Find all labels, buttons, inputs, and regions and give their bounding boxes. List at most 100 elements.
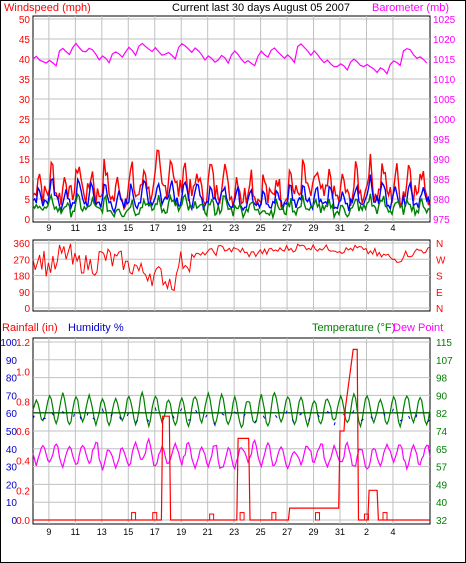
rainfall-daily-mark [271, 512, 277, 521]
x-tick-top-31: 31 [335, 223, 345, 233]
temp-y-tick-74: 74 [436, 427, 448, 438]
humidity-y-tick-30: 30 [6, 463, 18, 474]
wind-y-tick-0: 0 [24, 215, 30, 226]
compass-label-N: N [436, 239, 443, 250]
humidity-y-tick-80: 80 [6, 374, 18, 385]
direction-y-tick-0: 0 [24, 304, 30, 315]
series-layer [32, 42, 431, 521]
direction-y-tick-180: 180 [13, 272, 30, 283]
x-tick-bottom-19: 19 [176, 527, 186, 537]
x-tick-bottom-2: 2 [364, 527, 369, 537]
humidity-y-tick-10: 10 [6, 498, 18, 509]
windspeed-low-series [32, 192, 431, 221]
axis-labels-layer: 9911111313151517171919212123232525272729… [0, 15, 455, 537]
x-tick-top-9: 9 [46, 223, 51, 233]
wind-y-tick-35: 35 [19, 75, 31, 86]
temp-y-tick-107: 107 [436, 356, 453, 367]
compass-label-E: E [436, 288, 443, 299]
baro-y-tick-1015: 1015 [433, 55, 456, 66]
x-tick-top-2: 2 [364, 223, 369, 233]
temp-y-tick-98: 98 [436, 374, 448, 385]
rainfall-axis-label: Rainfall (in) [2, 322, 58, 334]
baro-y-tick-1005: 1005 [433, 95, 456, 106]
baro-y-tick-980: 980 [433, 195, 450, 206]
rainfall-daily-mark [152, 512, 158, 521]
compass-label-S: S [436, 272, 443, 283]
wind-y-tick-20: 20 [19, 135, 31, 146]
rainfall-daily-mark [209, 513, 215, 521]
wind-y-tick-50: 50 [19, 15, 31, 26]
wind-y-tick-10: 10 [19, 175, 31, 186]
x-tick-bottom-4: 4 [390, 527, 395, 537]
wind-y-tick-40: 40 [19, 55, 31, 66]
x-tick-top-19: 19 [176, 223, 186, 233]
humidity-axis-label: Humidity % [68, 322, 124, 334]
dewpoint-series [32, 436, 431, 472]
x-tick-top-11: 11 [71, 223, 80, 233]
temp-y-tick-40: 40 [436, 498, 448, 509]
baro-y-tick-995: 995 [433, 135, 450, 146]
x-tick-top-4: 4 [390, 223, 395, 233]
dewpoint-axis-label: Dew Point [393, 322, 443, 334]
barometer-axis-label: Barometer (mb) [372, 2, 449, 14]
rain-y-tick-0.0: 0.0 [16, 516, 30, 527]
baro-y-tick-1000: 1000 [433, 115, 456, 126]
x-tick-top-23: 23 [229, 223, 239, 233]
windspeed-gust-series [32, 149, 431, 211]
wind-y-tick-15: 15 [19, 155, 31, 166]
x-tick-bottom-11: 11 [71, 527, 80, 537]
baro-y-tick-975: 975 [433, 215, 450, 226]
temp-y-tick-65: 65 [436, 445, 448, 456]
temp-y-tick-57: 57 [436, 463, 448, 474]
direction-y-tick-360: 360 [13, 239, 30, 250]
humidity-y-tick-70: 70 [6, 391, 18, 402]
x-tick-top-17: 17 [150, 223, 160, 233]
humidity-y-tick-0: 0 [11, 516, 17, 527]
wind-y-tick-45: 45 [19, 35, 31, 46]
windspeed-axis-label: Windspeed (mph) [4, 2, 91, 14]
x-tick-top-25: 25 [256, 223, 266, 233]
x-tick-top-27: 27 [282, 223, 292, 233]
x-tick-top-21: 21 [203, 223, 213, 233]
x-tick-top-15: 15 [123, 223, 133, 233]
wind-y-tick-25: 25 [19, 115, 31, 126]
x-tick-bottom-27: 27 [282, 527, 292, 537]
temp-y-tick-49: 49 [436, 480, 448, 491]
rain-y-tick-0.6: 0.6 [16, 427, 30, 438]
baro-y-tick-985: 985 [433, 175, 450, 186]
humidity-y-tick-20: 20 [6, 480, 18, 491]
rain-y-tick-0.8: 0.8 [16, 397, 30, 408]
temperature-axis-label: Temperature (°F) [312, 322, 395, 334]
barometer-series [32, 42, 428, 76]
humidity-y-tick-60: 60 [6, 409, 18, 420]
rainfall-daily-mark [382, 512, 388, 521]
x-tick-top-29: 29 [309, 223, 319, 233]
x-tick-bottom-29: 29 [309, 527, 319, 537]
x-tick-bottom-17: 17 [150, 527, 160, 537]
rainfall-daily-mark [239, 512, 245, 521]
humidity-y-tick-90: 90 [6, 356, 18, 367]
x-tick-bottom-23: 23 [229, 527, 239, 537]
rain-y-tick-0.4: 0.4 [16, 457, 30, 468]
x-tick-bottom-21: 21 [203, 527, 213, 537]
temp-y-tick-32: 32 [436, 516, 448, 527]
rain-y-tick-1.2: 1.2 [16, 338, 30, 349]
baro-y-tick-990: 990 [433, 155, 450, 166]
rain-y-tick-0.2: 0.2 [16, 486, 30, 497]
temp-y-tick-82: 82 [436, 409, 448, 420]
baro-y-tick-1020: 1020 [433, 35, 456, 46]
x-tick-bottom-13: 13 [97, 527, 107, 537]
x-tick-bottom-15: 15 [123, 527, 133, 537]
wind-y-tick-30: 30 [19, 95, 31, 106]
x-tick-bottom-9: 9 [46, 527, 51, 537]
wind-direction-series [32, 243, 431, 292]
temp-y-tick-115: 115 [436, 338, 452, 349]
humidity-y-tick-40: 40 [6, 445, 18, 456]
rainfall-cumulative-series [33, 348, 430, 521]
compass-label-W: W [436, 255, 446, 266]
humidity-y-tick-50: 50 [6, 427, 18, 438]
x-tick-bottom-25: 25 [256, 527, 266, 537]
temperature-series [32, 390, 431, 429]
